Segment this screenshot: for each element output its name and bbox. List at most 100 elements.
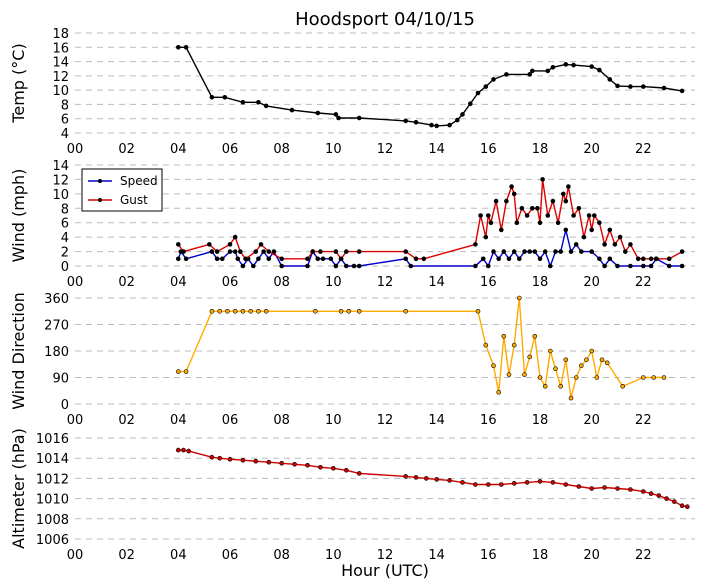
- data-point: [483, 342, 489, 348]
- data-point: [333, 263, 339, 269]
- data-point: [612, 242, 618, 247]
- data-point: [279, 460, 285, 466]
- data-point: [550, 65, 556, 70]
- data-point: [403, 308, 409, 314]
- data-point: [209, 249, 215, 254]
- data-point: [238, 249, 243, 254]
- data-point: [640, 256, 646, 262]
- data-point: [661, 375, 667, 380]
- x-tick-label: 10: [325, 413, 342, 428]
- x-tick-label: 04: [170, 275, 187, 290]
- x-tick-label: 10: [325, 548, 342, 563]
- y-tick-label: 0: [61, 398, 69, 413]
- data-point: [640, 263, 646, 269]
- data-point: [640, 375, 646, 380]
- data-point: [467, 101, 473, 106]
- data-point: [183, 256, 189, 262]
- data-point: [209, 454, 215, 460]
- data-point: [498, 482, 504, 487]
- y-tick-label: 1008: [36, 513, 69, 528]
- x-tick-label: 08: [273, 548, 290, 563]
- legend-label: Speed: [120, 174, 158, 188]
- x-tick-label: 18: [532, 413, 549, 428]
- data-point: [310, 249, 316, 254]
- y-tick-label: 12: [52, 173, 69, 188]
- data-point: [413, 256, 419, 262]
- x-tick-label: 20: [583, 413, 600, 428]
- y-axis-label: Wind Direction: [9, 292, 28, 410]
- data-point: [473, 242, 478, 247]
- data-point: [563, 62, 569, 67]
- data-point: [622, 249, 628, 254]
- data-point: [491, 77, 496, 82]
- data-point: [620, 383, 626, 389]
- data-point: [553, 366, 558, 372]
- data-point: [511, 191, 517, 197]
- data-point: [568, 395, 574, 401]
- data-point: [615, 83, 620, 89]
- x-tick-label: 18: [532, 275, 549, 290]
- data-point: [506, 372, 512, 377]
- data-point: [576, 206, 582, 211]
- data-point: [607, 77, 613, 82]
- data-point: [318, 249, 323, 254]
- data-point: [589, 227, 595, 233]
- data-point: [343, 467, 349, 473]
- y-axis-label: Wind (mph): [9, 169, 28, 263]
- data-point: [514, 220, 520, 225]
- y-tick-label: 14: [52, 56, 69, 71]
- data-point: [578, 249, 584, 254]
- legend-label: Gust: [120, 193, 148, 207]
- data-point: [214, 249, 220, 254]
- data-point: [266, 256, 272, 262]
- x-tick-label: 04: [170, 142, 187, 157]
- data-point: [666, 256, 672, 262]
- data-point: [403, 249, 409, 254]
- data-point: [240, 457, 246, 463]
- data-point: [485, 263, 491, 269]
- data-point: [516, 256, 522, 262]
- x-tick-label: 14: [428, 413, 445, 428]
- data-point: [684, 504, 690, 510]
- data-point: [537, 256, 543, 262]
- y-tick-label: 2: [61, 246, 69, 261]
- series-line: [178, 46, 683, 127]
- data-point: [679, 249, 685, 254]
- data-point: [328, 256, 334, 262]
- x-tick-label: 00: [67, 413, 84, 428]
- data-point: [483, 234, 489, 240]
- y-tick-label: 90: [52, 372, 69, 387]
- data-point: [529, 206, 535, 211]
- data-point: [408, 263, 414, 269]
- data-point: [475, 308, 481, 314]
- y-axis-label: Temp (°C): [9, 43, 28, 123]
- y-tick-label: 1016: [36, 432, 69, 447]
- data-point: [563, 357, 569, 363]
- data-point: [305, 462, 310, 468]
- y-tick-label: 1014: [36, 452, 69, 467]
- data-point: [240, 100, 246, 105]
- data-point: [475, 90, 481, 96]
- data-point: [679, 263, 685, 269]
- x-tick-label: 02: [118, 142, 135, 157]
- data-point: [628, 242, 633, 247]
- y-tick-label: 14: [52, 159, 69, 174]
- x-axis-label: Hour (UTC): [341, 561, 429, 580]
- x-tick-label: 14: [428, 142, 445, 157]
- data-point: [547, 348, 553, 354]
- data-point: [563, 227, 569, 233]
- data-point: [320, 256, 326, 262]
- data-point: [176, 242, 181, 247]
- data-point: [540, 177, 545, 182]
- data-point: [271, 249, 277, 254]
- data-point: [628, 487, 633, 492]
- data-point: [617, 234, 623, 240]
- data-point: [527, 354, 533, 360]
- data-point: [183, 44, 189, 50]
- data-point: [547, 263, 553, 269]
- x-tick-label: 16: [480, 275, 497, 290]
- legend-box: [81, 168, 163, 212]
- data-point: [423, 476, 429, 481]
- data-point: [176, 256, 181, 262]
